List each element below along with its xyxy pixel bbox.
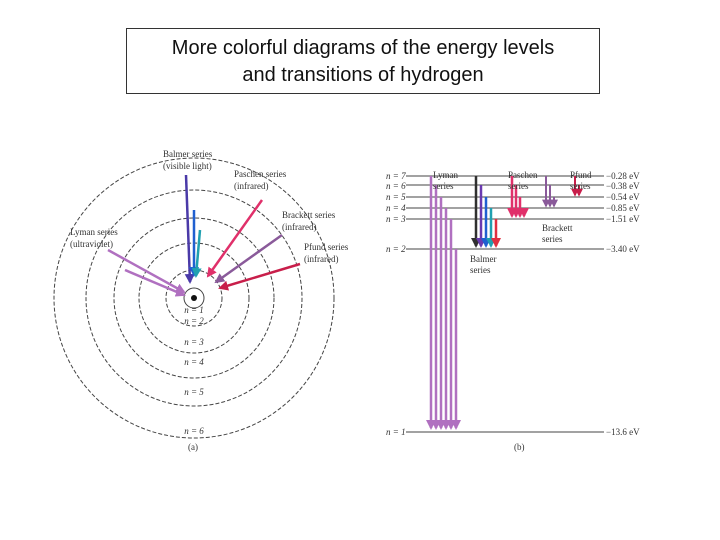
level-n1: n = 1 — [386, 427, 406, 437]
slide-title: More colorful diagrams of the energy lev… — [126, 28, 600, 94]
orbit-label-n5: n = 5 — [184, 387, 204, 397]
balmer-note: (visible light) — [163, 161, 212, 171]
paschen-series-label-1: Paschen — [508, 170, 538, 180]
pfund-arrow — [218, 262, 301, 291]
pfund-series-label-1: Pfund — [570, 170, 592, 180]
brackett-series-label-1: Brackett — [542, 223, 573, 233]
energy-n5: −0.54 eV — [606, 192, 640, 202]
paschen-label: Paschen series — [234, 169, 287, 179]
energy-n1: −13.6 eV — [606, 427, 640, 437]
pfund-series-label-2: series — [570, 181, 591, 191]
orbit-label-n4: n = 4 — [184, 357, 204, 367]
orbit-n1 — [183, 287, 205, 309]
energy-n6: −0.38 eV — [606, 181, 640, 191]
energy-n7: −0.28 eV — [606, 171, 640, 181]
orbit-n4 — [113, 217, 275, 379]
nucleus — [191, 295, 197, 301]
orbit-diagram: Balmer series (visible light) Paschen se… — [53, 149, 349, 452]
level-n6: n = 6 — [386, 181, 406, 191]
title-line-2: and transitions of hydrogen — [242, 64, 484, 86]
level-n2: n = 2 — [386, 244, 406, 254]
energy-n3: −1.51 eV — [606, 214, 640, 224]
lyman-series-label-1: Lyman — [433, 170, 458, 180]
pfund-note: (infrared) — [304, 254, 338, 264]
orbit-label-n6: n = 6 — [184, 426, 204, 436]
energy-n2: −3.40 eV — [606, 244, 640, 254]
orbit-label-n3: n = 3 — [184, 337, 204, 347]
orbit-n2 — [165, 269, 223, 327]
balmer-label: Balmer series — [163, 149, 213, 159]
lyman-note: (ultraviolet) — [70, 239, 113, 249]
panel-label-a: (a) — [188, 442, 198, 452]
title-line-1: More colorful diagrams of the energy lev… — [171, 37, 555, 59]
level-n7: n = 7 — [386, 171, 406, 181]
level-n5: n = 5 — [386, 192, 406, 202]
brackett-arrow — [214, 233, 283, 284]
level-n3: n = 3 — [386, 214, 406, 224]
paschen-series-label-2: series — [508, 181, 529, 191]
balmer-arrow — [184, 174, 195, 284]
brackett-series-label-2: series — [542, 234, 563, 244]
energy-n4: −0.85 eV — [606, 203, 640, 213]
pfund-label: Pfund series — [304, 242, 349, 252]
energy-level-diagram: n = 7 n = 6 n = 5 n = 4 n = 3 n = 2 n = … — [386, 170, 640, 452]
orbit-label-n2: n = 2 — [184, 316, 204, 326]
level-n4: n = 4 — [386, 203, 406, 213]
lyman-series-label-2: series — [433, 181, 454, 191]
balmer-series-label-2: series — [470, 265, 491, 275]
panel-label-b: (b) — [514, 442, 525, 452]
lyman-arrow — [107, 248, 186, 294]
orbit-n6 — [53, 157, 335, 439]
lyman-label: Lyman series — [70, 227, 118, 237]
brackett-note: (infrared) — [282, 222, 316, 232]
lyman-arrow-2 — [124, 268, 186, 297]
balmer-series-label-1: Balmer — [470, 254, 497, 264]
orbit-label-n1: n = 1 — [184, 305, 204, 315]
paschen-note: (infrared) — [234, 181, 268, 191]
brackett-label: Brackett series — [282, 210, 336, 220]
orbit-n5 — [85, 189, 303, 407]
paschen-arrow — [206, 199, 264, 278]
balmer-arrow-3 — [191, 229, 202, 278]
